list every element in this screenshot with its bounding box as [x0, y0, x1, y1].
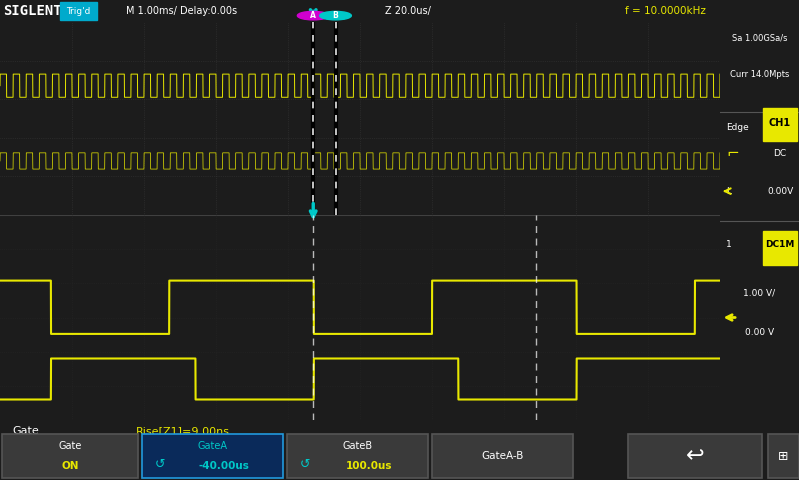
- Bar: [764, 231, 797, 265]
- Text: ⌐: ⌐: [726, 146, 739, 161]
- Text: 1.00 V/: 1.00 V/: [743, 288, 776, 297]
- Text: Rise[Z1]=9.00ns: Rise[Z1]=9.00ns: [136, 426, 230, 436]
- Text: 0.00V: 0.00V: [767, 187, 793, 196]
- Text: DC1M: DC1M: [765, 240, 795, 250]
- Text: CH1: CH1: [769, 119, 791, 129]
- Text: Z 20.0us/: Z 20.0us/: [385, 6, 431, 16]
- Text: f = 10.0000kHz: f = 10.0000kHz: [625, 6, 706, 16]
- Circle shape: [297, 12, 329, 20]
- Text: 100.0us: 100.0us: [345, 460, 392, 470]
- Text: 0.00 V: 0.00 V: [745, 328, 774, 337]
- Text: B: B: [332, 11, 339, 20]
- Bar: [764, 108, 797, 142]
- Text: ON: ON: [62, 460, 79, 470]
- Bar: [432, 434, 573, 478]
- Text: 1: 1: [726, 240, 732, 250]
- Text: Gate: Gate: [58, 442, 81, 452]
- Text: Gate: Gate: [12, 426, 38, 436]
- Text: Sa 1.00GSa/s: Sa 1.00GSa/s: [732, 34, 787, 43]
- Text: ↩: ↩: [686, 446, 704, 466]
- Bar: [628, 434, 762, 478]
- Text: L: L: [726, 187, 731, 196]
- Bar: [287, 434, 428, 478]
- Bar: [142, 434, 283, 478]
- Text: -40.00us: -40.00us: [198, 460, 249, 470]
- Text: Curr 14.0Mpts: Curr 14.0Mpts: [729, 70, 789, 79]
- Text: Trig'd: Trig'd: [66, 7, 90, 15]
- Text: ⊞: ⊞: [778, 449, 789, 463]
- Text: GateA-B: GateA-B: [481, 451, 523, 461]
- Text: ↺: ↺: [300, 458, 311, 471]
- Text: A: A: [310, 11, 316, 20]
- Text: Edge: Edge: [726, 123, 749, 132]
- Bar: [60, 2, 97, 20]
- Circle shape: [320, 12, 352, 20]
- Text: SIGLENT: SIGLENT: [4, 4, 62, 18]
- Text: GateA: GateA: [197, 442, 228, 452]
- Text: GateB: GateB: [343, 442, 372, 452]
- Bar: [2, 434, 138, 478]
- Bar: [768, 434, 799, 478]
- Text: DC: DC: [773, 149, 786, 158]
- Text: M 1.00ms/ Delay:0.00s: M 1.00ms/ Delay:0.00s: [126, 6, 237, 16]
- Text: ↺: ↺: [155, 458, 165, 471]
